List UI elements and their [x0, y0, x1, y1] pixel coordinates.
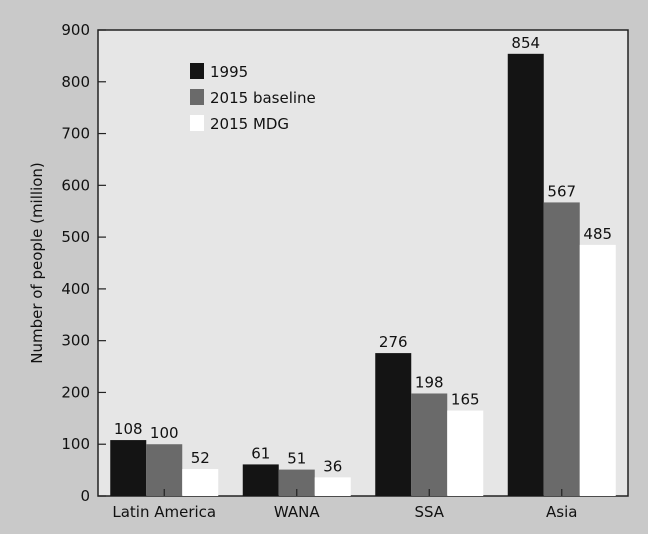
bar-value-label: 165	[451, 391, 480, 409]
y-tick-label: 100	[61, 435, 90, 453]
category-label: SSA	[414, 503, 444, 521]
y-tick-label: 0	[80, 487, 90, 505]
y-axis-ticks: 0 100 200 300 400 500 600 700 800 900	[61, 21, 106, 505]
category-label: Asia	[546, 503, 577, 521]
bar-value-label: 51	[287, 450, 306, 468]
y-tick-label: 900	[61, 21, 90, 39]
bar	[146, 444, 183, 496]
bar	[447, 410, 484, 496]
bar-value-label: 198	[415, 373, 444, 391]
y-tick-label: 800	[61, 73, 90, 91]
legend-swatch	[190, 115, 204, 131]
y-tick-label: 200	[61, 383, 90, 401]
bar-value-label: 485	[583, 225, 612, 243]
category-labels: Latin America WANA SSA Asia	[112, 489, 577, 521]
bar	[375, 353, 412, 496]
bar	[579, 244, 616, 496]
bar-value-label: 108	[114, 420, 143, 438]
value-labels: 108 100 52 61 51 36 276 198 165 854 567 485	[114, 34, 612, 476]
bar	[411, 393, 448, 496]
bar	[543, 202, 580, 497]
category-label: WANA	[274, 503, 320, 521]
bar-value-label: 276	[379, 333, 408, 351]
y-axis-title: Number of people (million)	[28, 162, 46, 364]
bar-value-label: 36	[323, 457, 342, 475]
y-tick-label: 600	[61, 176, 90, 194]
bar	[314, 477, 351, 496]
bar	[110, 440, 147, 496]
legend-swatch	[190, 63, 204, 79]
category-label: Latin America	[112, 503, 216, 521]
bar-value-label: 52	[191, 449, 210, 467]
bar-value-label: 61	[251, 444, 270, 462]
bars	[110, 53, 616, 497]
legend-swatch	[190, 89, 204, 105]
y-tick-label: 400	[61, 280, 90, 298]
legend-label: 2015 baseline	[210, 89, 316, 107]
bar	[242, 464, 279, 496]
legend: 1995 2015 baseline 2015 MDG	[190, 63, 316, 133]
legend-label: 1995	[210, 63, 248, 81]
bar	[182, 469, 219, 496]
y-tick-label: 500	[61, 228, 90, 246]
legend-label: 2015 MDG	[210, 115, 289, 133]
bar-value-label: 854	[511, 34, 540, 52]
bar	[507, 53, 544, 496]
y-tick-label: 300	[61, 332, 90, 350]
bar-value-label: 100	[150, 424, 179, 442]
bar-value-label: 567	[547, 182, 576, 200]
y-tick-label: 700	[61, 125, 90, 143]
